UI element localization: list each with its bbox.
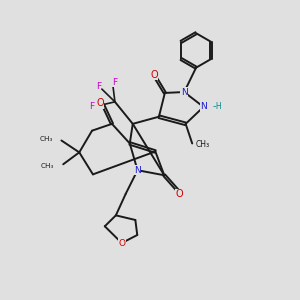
Text: O: O [118, 238, 125, 247]
Text: O: O [96, 98, 104, 108]
Text: N: N [134, 166, 141, 175]
Text: –H: –H [212, 102, 222, 111]
Text: F: F [89, 101, 94, 110]
Text: N: N [200, 102, 207, 111]
Text: F: F [96, 82, 101, 91]
Text: O: O [150, 70, 158, 80]
Text: N: N [181, 88, 188, 97]
Text: F: F [112, 78, 117, 87]
Text: CH₃: CH₃ [196, 140, 210, 149]
Text: CH₃: CH₃ [39, 136, 52, 142]
Text: CH₃: CH₃ [41, 163, 54, 169]
Text: O: O [176, 189, 184, 199]
